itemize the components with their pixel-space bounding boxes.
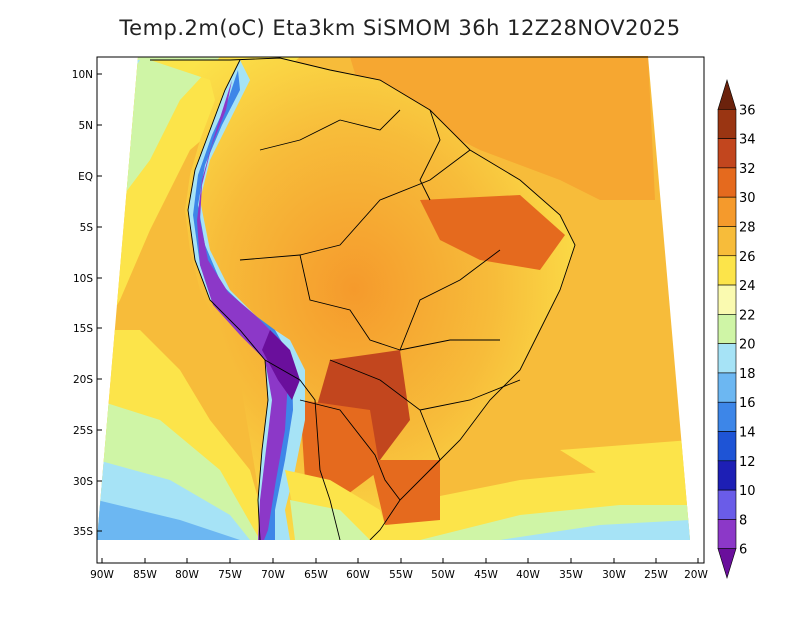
lon-label: 45W <box>474 569 498 581</box>
colorbar-segment <box>717 108 737 139</box>
colorbar-label: 24 <box>739 279 756 294</box>
lat-label: 10S <box>73 273 93 285</box>
colorbar-label: 6 <box>739 543 747 558</box>
colorbar-segment <box>717 343 737 374</box>
lat-label: 5N <box>78 120 93 132</box>
lon-label: 20W <box>684 569 708 581</box>
colorbar-segment <box>717 431 737 462</box>
colorbar-segment <box>717 78 737 110</box>
lon-label: 50W <box>431 569 455 581</box>
lon-label: 35W <box>559 569 583 581</box>
colorbar-segment <box>717 489 737 520</box>
lat-label: 35S <box>73 526 93 538</box>
lon-label: 30W <box>602 569 626 581</box>
colorbar-label: 18 <box>739 367 756 382</box>
temperature-field <box>97 56 690 540</box>
colorbar-label: 36 <box>739 103 756 118</box>
colorbar-label: 32 <box>739 162 756 177</box>
colorbar-label: 30 <box>739 191 756 206</box>
lat-label: 5S <box>80 222 94 234</box>
lon-label: 80W <box>175 569 199 581</box>
colorbar-label: 28 <box>739 220 756 235</box>
lon-label: 60W <box>346 569 370 581</box>
colorbar-segment <box>717 314 737 344</box>
latitude-axis: 10N 5N EQ 5S 10S 15S 20S 25S 30S 35S <box>72 69 102 538</box>
colorbar-label: 12 <box>739 455 756 470</box>
lon-label: 55W <box>389 569 413 581</box>
lat-label: 15S <box>73 323 93 335</box>
lat-label: EQ <box>78 171 93 183</box>
lon-label: 25W <box>644 569 668 581</box>
lat-label: 10N <box>72 69 93 81</box>
colorbar: 6 8 10 12 14 16 18 20 22 24 26 28 30 32 34 36 <box>717 78 756 580</box>
colorbar-segment <box>717 138 737 169</box>
lon-label: 75W <box>218 569 242 581</box>
lon-label: 90W <box>90 569 114 581</box>
colorbar-label: 14 <box>739 426 756 441</box>
map-title: Temp.2m(oC) Eta3km SiSMOM 36h 12Z28NOV20… <box>119 16 681 40</box>
lat-label: 25S <box>73 425 93 437</box>
colorbar-segment <box>717 226 737 257</box>
lon-label: 40W <box>516 569 540 581</box>
lon-label: 85W <box>133 569 157 581</box>
colorbar-segment <box>717 519 737 550</box>
colorbar-label: 34 <box>739 133 756 148</box>
lon-label: 65W <box>304 569 328 581</box>
lat-label: 20S <box>73 374 93 386</box>
country-borders <box>150 57 576 540</box>
colorbar-segment <box>717 255 737 286</box>
colorbar-segment <box>717 401 737 432</box>
colorbar-label: 8 <box>739 513 747 528</box>
colorbar-label: 26 <box>739 250 756 265</box>
colorbar-label: 22 <box>739 308 756 323</box>
lat-label: 30S <box>73 476 93 488</box>
lon-label: 70W <box>261 569 285 581</box>
longitude-axis: 90W 85W 80W 75W 70W 65W 60W 55W 50W 45W … <box>90 558 708 581</box>
colorbar-label: 16 <box>739 396 756 411</box>
colorbar-segment <box>717 548 737 580</box>
colorbar-segment <box>717 284 737 315</box>
colorbar-segment <box>717 460 737 491</box>
colorbar-label: 20 <box>739 338 756 353</box>
colorbar-label: 10 <box>739 484 756 499</box>
colorbar-segment <box>717 196 737 227</box>
colorbar-segment <box>717 372 737 403</box>
colorbar-segment <box>717 167 737 198</box>
